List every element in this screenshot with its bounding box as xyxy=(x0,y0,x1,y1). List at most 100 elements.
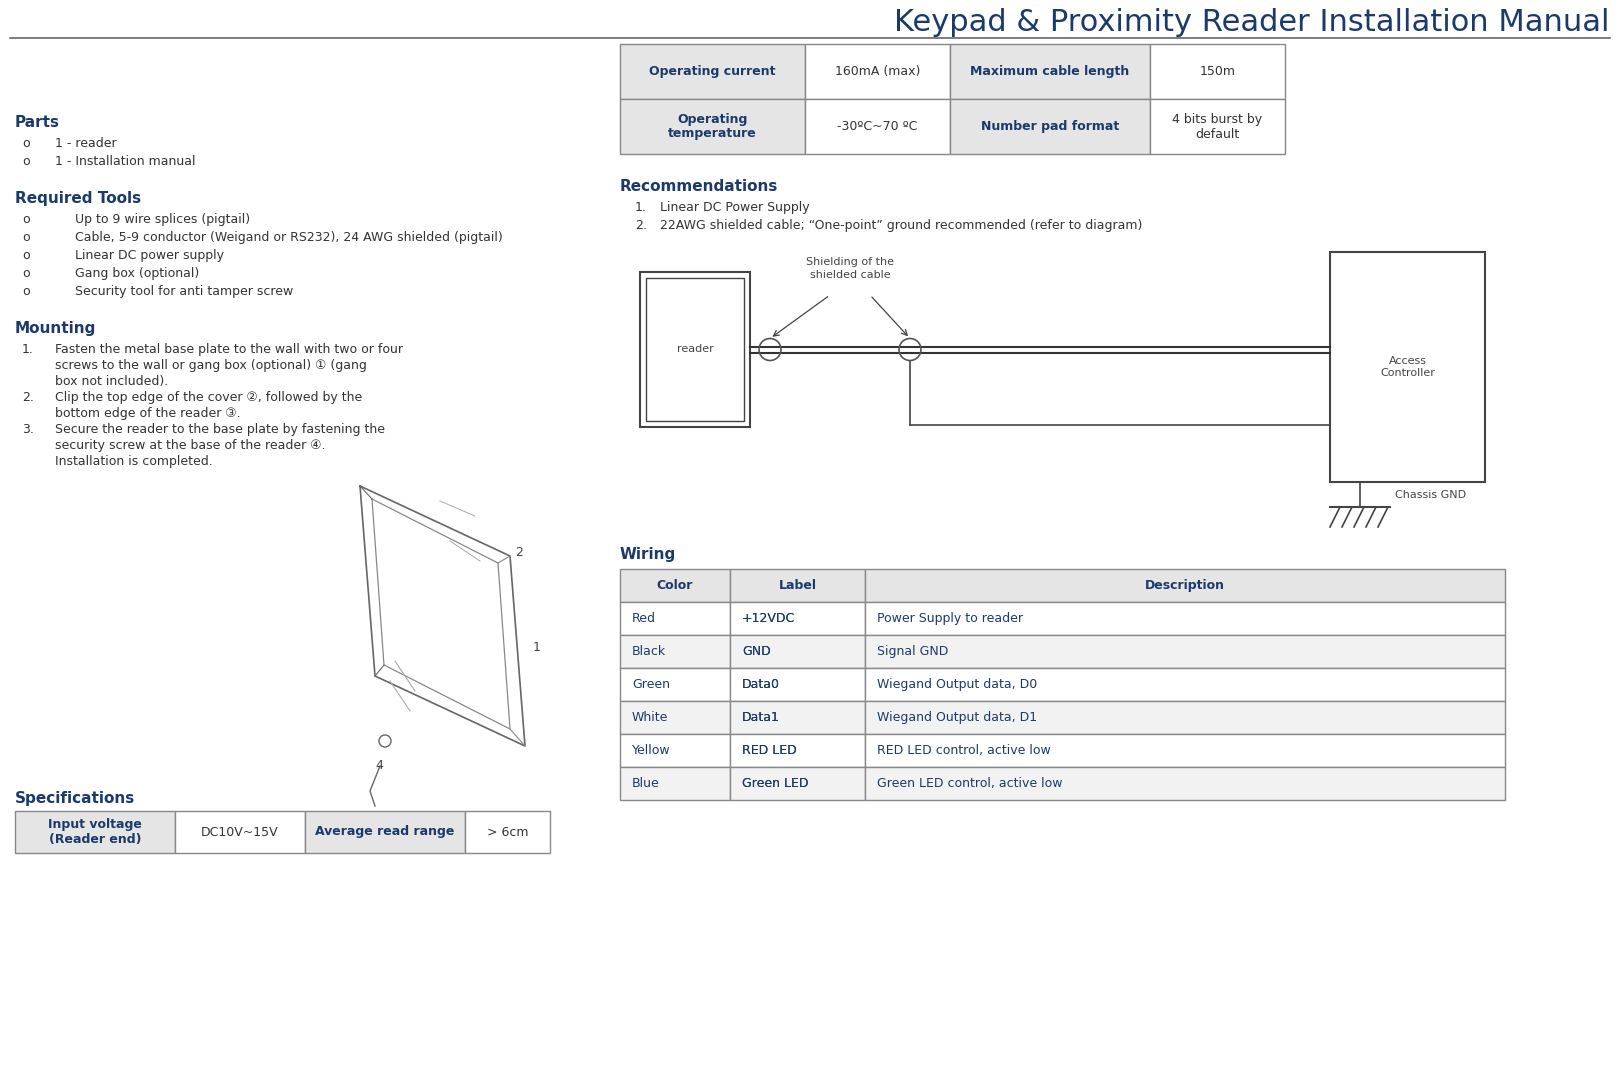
Text: 1 - reader: 1 - reader xyxy=(55,137,117,150)
Text: Number pad format: Number pad format xyxy=(980,120,1119,133)
Text: Wiegand Output data, D0: Wiegand Output data, D0 xyxy=(876,678,1037,691)
Text: Description: Description xyxy=(1145,579,1225,592)
Text: Color: Color xyxy=(656,579,693,592)
Text: o: o xyxy=(23,248,29,261)
Bar xyxy=(305,810,465,853)
Text: Maximum cable length: Maximum cable length xyxy=(970,65,1129,78)
Text: bottom edge of the reader ③.: bottom edge of the reader ③. xyxy=(55,407,241,420)
Text: 160mA (max): 160mA (max) xyxy=(834,65,920,78)
Text: Label: Label xyxy=(779,579,816,592)
Bar xyxy=(1150,99,1285,154)
Bar xyxy=(865,767,1505,800)
Text: Signal GND: Signal GND xyxy=(876,644,948,658)
Text: o: o xyxy=(23,137,29,150)
Text: 2.: 2. xyxy=(635,219,646,232)
Text: +12VDC: +12VDC xyxy=(742,612,795,625)
Text: Green LED: Green LED xyxy=(742,777,808,790)
Text: Red: Red xyxy=(632,612,656,625)
Bar xyxy=(731,767,865,800)
Bar xyxy=(620,701,731,733)
Bar xyxy=(620,767,731,800)
Text: > 6cm: > 6cm xyxy=(486,826,528,839)
Text: Data0: Data0 xyxy=(742,678,779,691)
Text: White: White xyxy=(632,711,669,724)
Bar xyxy=(620,635,731,668)
Text: 3.: 3. xyxy=(23,423,34,436)
Text: Linear DC Power Supply: Linear DC Power Supply xyxy=(659,201,810,214)
Text: Security tool for anti tamper screw: Security tool for anti tamper screw xyxy=(75,285,293,298)
Text: 1.: 1. xyxy=(635,201,646,214)
Bar xyxy=(620,733,731,767)
Text: Parts: Parts xyxy=(15,115,60,130)
Bar xyxy=(865,635,1505,668)
Text: GND: GND xyxy=(742,644,771,658)
Text: 150m: 150m xyxy=(1199,65,1236,78)
Text: 1 - Installation manual: 1 - Installation manual xyxy=(55,155,196,168)
Text: screws to the wall or gang box (optional) ① (gang: screws to the wall or gang box (optional… xyxy=(55,359,366,372)
Text: shielded cable: shielded cable xyxy=(810,270,891,280)
Text: Shielding of the: Shielding of the xyxy=(807,257,894,267)
Text: 2: 2 xyxy=(515,546,523,559)
Text: Wiring: Wiring xyxy=(620,547,676,562)
Bar xyxy=(731,602,865,635)
Text: Required Tools: Required Tools xyxy=(15,191,141,206)
Bar xyxy=(731,569,865,602)
Text: security screw at the base of the reader ④.: security screw at the base of the reader… xyxy=(55,439,326,452)
Text: o: o xyxy=(23,285,29,298)
Text: o: o xyxy=(23,155,29,168)
Bar xyxy=(640,272,750,427)
Bar xyxy=(949,99,1150,154)
Text: Operating current: Operating current xyxy=(650,65,776,78)
Text: Data0: Data0 xyxy=(742,678,779,691)
Bar xyxy=(731,701,865,733)
Text: o: o xyxy=(23,213,29,226)
Text: 1.: 1. xyxy=(23,343,34,356)
Text: Green: Green xyxy=(632,678,671,691)
Text: Data1: Data1 xyxy=(742,711,779,724)
Text: Green LED control, active low: Green LED control, active low xyxy=(876,777,1063,790)
Text: Linear DC power supply: Linear DC power supply xyxy=(75,248,224,261)
Text: Recommendations: Recommendations xyxy=(620,179,778,194)
Text: Operating
temperature: Operating temperature xyxy=(667,113,757,140)
Text: Access
Controller: Access Controller xyxy=(1380,356,1435,378)
Text: Average read range: Average read range xyxy=(316,826,455,839)
Text: Green LED: Green LED xyxy=(742,777,808,790)
Bar xyxy=(865,569,1505,602)
Bar xyxy=(1330,252,1486,482)
Bar xyxy=(949,44,1150,99)
Bar xyxy=(620,99,805,154)
Text: Mounting: Mounting xyxy=(15,321,96,336)
Bar xyxy=(620,602,731,635)
Text: Power Supply to reader: Power Supply to reader xyxy=(876,612,1022,625)
Bar xyxy=(865,701,1505,733)
Text: 4 bits burst by
default: 4 bits burst by default xyxy=(1173,113,1262,140)
Text: Cable, 5-9 conductor (Weigand or RS232), 24 AWG shielded (pigtail): Cable, 5-9 conductor (Weigand or RS232),… xyxy=(75,231,502,244)
Text: Yellow: Yellow xyxy=(632,744,671,757)
Bar xyxy=(620,668,731,701)
Text: Black: Black xyxy=(632,644,666,658)
Bar xyxy=(805,44,949,99)
Bar xyxy=(646,278,744,421)
Bar xyxy=(731,668,865,701)
Text: 4: 4 xyxy=(374,760,382,773)
Text: 2.: 2. xyxy=(23,391,34,404)
Text: Blue: Blue xyxy=(632,777,659,790)
Text: Up to 9 wire splices (pigtail): Up to 9 wire splices (pigtail) xyxy=(75,213,249,226)
Text: 22AWG shielded cable; “One-point” ground recommended (refer to diagram): 22AWG shielded cable; “One-point” ground… xyxy=(659,219,1142,232)
Text: DC10V~15V: DC10V~15V xyxy=(201,826,279,839)
Text: Fasten the metal base plate to the wall with two or four: Fasten the metal base plate to the wall … xyxy=(55,343,403,356)
Text: Clip the top edge of the cover ②, followed by the: Clip the top edge of the cover ②, follow… xyxy=(55,391,363,404)
Bar xyxy=(1150,44,1285,99)
Bar xyxy=(865,733,1505,767)
Bar xyxy=(15,810,175,853)
Text: Data1: Data1 xyxy=(742,711,779,724)
Text: -30ºC~70 ºC: -30ºC~70 ºC xyxy=(838,120,917,133)
Bar xyxy=(865,602,1505,635)
Text: RED LED: RED LED xyxy=(742,744,797,757)
Text: 1: 1 xyxy=(533,641,541,654)
Text: reader: reader xyxy=(677,345,713,355)
Text: RED LED: RED LED xyxy=(742,744,797,757)
Bar xyxy=(620,569,731,602)
Text: Input voltage
(Reader end): Input voltage (Reader end) xyxy=(49,818,143,846)
Text: Chassis GND: Chassis GND xyxy=(1395,490,1466,500)
